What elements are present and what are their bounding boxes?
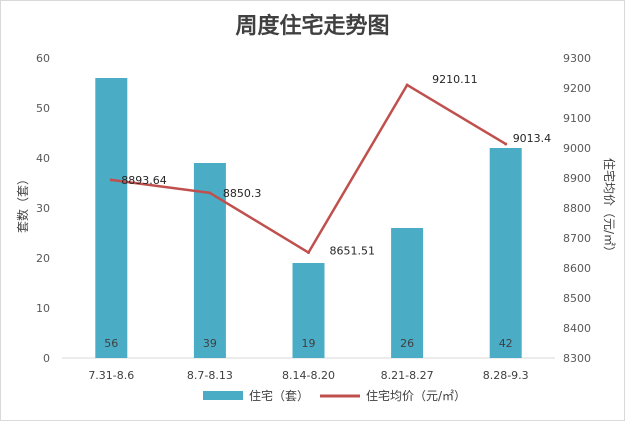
y2-tick-label: 8900	[563, 172, 591, 185]
bar-value-label: 56	[104, 337, 118, 350]
legend-label-bar: 住宅（套）	[249, 388, 309, 403]
legend-label-line: 住宅均价（元/㎡）	[366, 388, 466, 403]
bar	[489, 148, 522, 358]
bar	[95, 78, 128, 358]
bar-value-label: 26	[400, 337, 414, 350]
line-point	[405, 83, 409, 87]
y-axis-title: 套数（套）	[15, 173, 30, 233]
line-value-label: 9210.11	[432, 73, 478, 86]
y2-tick-label: 9200	[563, 82, 591, 95]
x-tick-label: 8.7-8.13	[187, 369, 233, 382]
bar-data-labels: 56 39 19 26 42	[104, 337, 512, 350]
legend-swatch-bar	[203, 391, 243, 400]
price-line	[111, 83, 507, 254]
y2-tick-label: 9000	[563, 142, 591, 155]
line-point	[208, 191, 212, 195]
line-data-labels: 8893.64 8850.3 8651.51 9210.11 9013.4	[121, 73, 551, 258]
y-tick-label: 20	[36, 252, 50, 265]
bar-series	[95, 78, 522, 358]
y2-tick-label: 8700	[563, 232, 591, 245]
y-tick-label: 10	[36, 302, 50, 315]
legend: 住宅（套） 住宅均价（元/㎡）	[203, 388, 466, 403]
chart-title: 周度住宅走势图	[235, 13, 390, 39]
line-point	[109, 178, 113, 182]
x-tick-label: 8.21-8.27	[381, 369, 434, 382]
left-axis-ticks: 0 10 20 30 40 50 60	[36, 52, 50, 365]
y-tick-label: 60	[36, 52, 50, 65]
x-tick-label: 8.14-8.20	[282, 369, 335, 382]
y2-tick-label: 9100	[563, 112, 591, 125]
y-tick-label: 50	[36, 102, 50, 115]
bar-value-label: 42	[499, 337, 513, 350]
y-tick-label: 30	[36, 202, 50, 215]
line-point	[504, 142, 508, 146]
x-tick-label: 8.28-9.3	[483, 369, 529, 382]
x-tick-label: 7.31-8.6	[88, 369, 134, 382]
line-value-label: 8893.64	[121, 174, 167, 187]
y2-tick-label: 8500	[563, 292, 591, 305]
y-tick-label: 40	[36, 152, 50, 165]
bar-value-label: 39	[203, 337, 217, 350]
line-value-label: 8651.51	[330, 245, 376, 258]
bar	[391, 228, 424, 358]
y2-tick-label: 8800	[563, 202, 591, 215]
y2-tick-label: 9300	[563, 52, 591, 65]
y-tick-label: 0	[43, 352, 50, 365]
axis-titles: 套数（套） 住宅均价（元/㎡）	[15, 158, 617, 258]
y2-tick-label: 8400	[563, 322, 591, 335]
x-axis-ticks: 7.31-8.6 8.7-8.13 8.14-8.20 8.21-8.27 8.28-9…	[88, 369, 528, 382]
y2-axis-title: 住宅均价（元/㎡）	[602, 158, 617, 258]
line-series	[109, 83, 508, 255]
line-value-label: 9013.4	[513, 132, 552, 145]
bar	[292, 263, 325, 358]
right-axis-ticks: 8300 8400 8500 8600 8700 8800 8900 9000 9100 9200…	[563, 52, 591, 365]
line-point	[307, 251, 310, 255]
line-value-label: 8850.3	[223, 187, 262, 200]
y2-tick-label: 8600	[563, 262, 591, 275]
y2-tick-label: 8300	[563, 352, 591, 365]
bar-value-label: 19	[302, 337, 316, 350]
bar	[193, 163, 226, 358]
